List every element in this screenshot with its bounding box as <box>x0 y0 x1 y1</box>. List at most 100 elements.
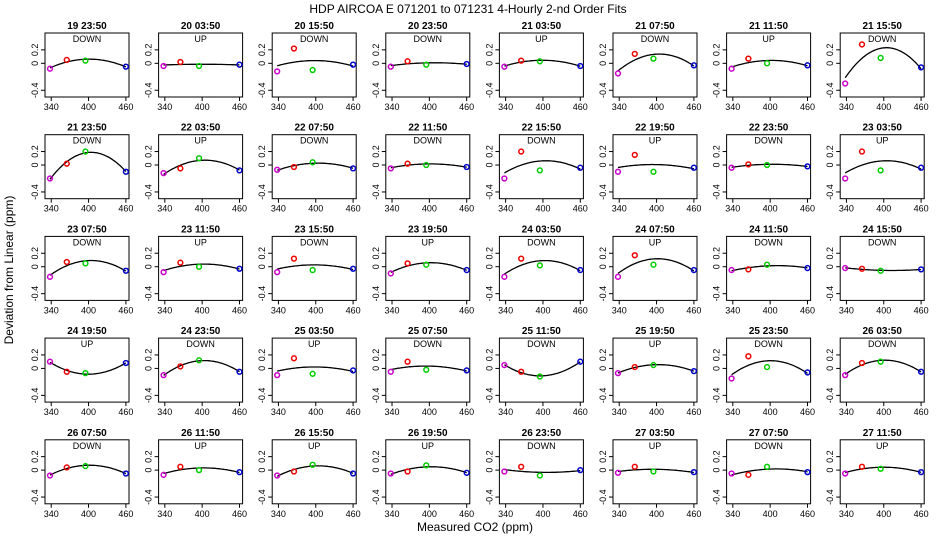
data-point <box>536 58 543 65</box>
panel-33: 26 07:50 DOWN 340 400 460 -0.4 0 0.2 <box>30 428 133 519</box>
data-point <box>349 265 357 272</box>
x-tick-label: 340 <box>385 204 400 214</box>
data-point <box>349 367 357 374</box>
x-tick-label: 400 <box>308 102 323 112</box>
panel-11: 22 07:50 DOWN 340 400 460 -0.4 0 0.2 <box>257 123 360 214</box>
data-point <box>46 472 54 479</box>
y-tick-label: 0.2 <box>825 145 835 158</box>
panel-title: 22 19:50 <box>635 123 675 134</box>
y-tick-label: -0.4 <box>484 388 494 404</box>
data-point <box>423 366 430 373</box>
panel-3: 20 15:50 DOWN 340 400 460 -0.4 0 0.2 <box>257 21 360 112</box>
data-point <box>236 468 243 476</box>
data-point <box>195 263 203 270</box>
data-point <box>290 255 298 262</box>
y-tick-label: -0.4 <box>30 83 40 99</box>
data-point <box>745 161 752 168</box>
data-point <box>518 255 525 262</box>
x-tick-label: 340 <box>271 305 286 315</box>
panel-frame <box>498 235 584 301</box>
x-tick-label: 400 <box>649 102 664 112</box>
x-tick-label: 460 <box>232 102 247 112</box>
data-point <box>195 155 203 162</box>
x-tick-label: 340 <box>157 305 172 315</box>
data-point <box>804 264 811 272</box>
x-tick-label: 340 <box>271 407 286 417</box>
x-tick-label: 460 <box>459 102 474 112</box>
x-tick-label: 340 <box>612 204 627 214</box>
y-tick-label: 0 <box>257 61 267 66</box>
data-point <box>650 468 657 475</box>
data-point <box>690 164 698 171</box>
data-point <box>387 270 394 277</box>
panel-title: 22 03:50 <box>181 123 221 134</box>
panel-frame <box>44 337 130 403</box>
data-point <box>423 462 430 469</box>
data-point <box>917 368 925 375</box>
panel-frame <box>612 235 698 301</box>
x-tick-label: 460 <box>914 102 929 112</box>
panel-direction: DOWN <box>414 339 443 349</box>
y-tick-label: -0.4 <box>257 286 267 302</box>
y-tick-label: 0 <box>30 163 40 168</box>
fit-curve <box>49 151 127 180</box>
panel-direction: UP <box>649 136 662 146</box>
x-tick-label: 400 <box>308 305 323 315</box>
x-tick-label: 340 <box>612 305 627 315</box>
data-point <box>309 461 316 468</box>
data-point <box>804 369 811 376</box>
fit-curve <box>731 360 808 376</box>
data-point <box>274 166 281 173</box>
data-point <box>46 175 54 182</box>
y-tick-label: 0 <box>257 163 267 168</box>
data-point <box>877 358 884 365</box>
x-tick-label: 340 <box>839 204 854 214</box>
panel-title: 25 03:50 <box>294 326 334 337</box>
panel-frame <box>44 235 130 301</box>
y-tick-label: 0.2 <box>371 247 381 260</box>
data-point <box>518 463 525 470</box>
panel-direction: DOWN <box>868 34 897 44</box>
x-tick-label: 340 <box>839 102 854 112</box>
y-tick-label: 0.2 <box>712 44 722 57</box>
panel-title: 20 15:50 <box>294 21 334 32</box>
fit-curve <box>504 160 581 174</box>
panel-6: 21 07:50 DOWN 340 400 460 -0.4 0 0.2 <box>598 21 701 112</box>
panel-direction: UP <box>422 441 435 451</box>
panel-27: 25 03:50 UP 340 400 460 -0.4 0 0.2 <box>257 326 360 417</box>
fit-curve <box>617 468 694 474</box>
x-tick-label: 340 <box>157 204 172 214</box>
data-point <box>763 261 771 268</box>
x-tick-label: 460 <box>686 204 701 214</box>
x-tick-label: 400 <box>81 102 96 112</box>
y-tick-label: 0.2 <box>712 247 722 260</box>
panel-34: 26 11:50 UP 340 400 460 -0.4 0 0.2 <box>144 428 247 519</box>
data-point <box>82 148 89 155</box>
y-tick-label: -0.4 <box>598 489 608 505</box>
y-tick-label: 0.2 <box>144 44 154 57</box>
data-point <box>349 165 357 172</box>
fit-curve <box>276 465 354 477</box>
x-tick-label: 340 <box>44 407 59 417</box>
fit-curve <box>163 263 240 272</box>
data-point <box>404 358 411 365</box>
y-tick-label: 0 <box>825 468 835 473</box>
data-point <box>858 463 866 470</box>
data-point <box>423 61 430 68</box>
panel-direction: UP <box>762 34 775 44</box>
small-multiples-grid: 19 23:50 DOWN 340 400 460 -0.4 0 0.2 20 03:50 UP 3… <box>30 21 929 519</box>
fit-curve <box>49 259 127 276</box>
y-tick-label: 0 <box>144 61 154 66</box>
x-tick-label: 340 <box>385 407 400 417</box>
data-point <box>122 359 130 367</box>
data-point <box>82 260 89 267</box>
fit-curve <box>617 53 695 72</box>
panel-frame <box>271 134 357 200</box>
data-point <box>728 375 735 382</box>
data-point <box>858 265 866 272</box>
y-tick-label: 0.2 <box>484 349 494 362</box>
data-point <box>614 273 622 280</box>
data-point <box>160 471 167 478</box>
data-point <box>745 55 752 62</box>
x-tick-label: 400 <box>81 305 96 315</box>
